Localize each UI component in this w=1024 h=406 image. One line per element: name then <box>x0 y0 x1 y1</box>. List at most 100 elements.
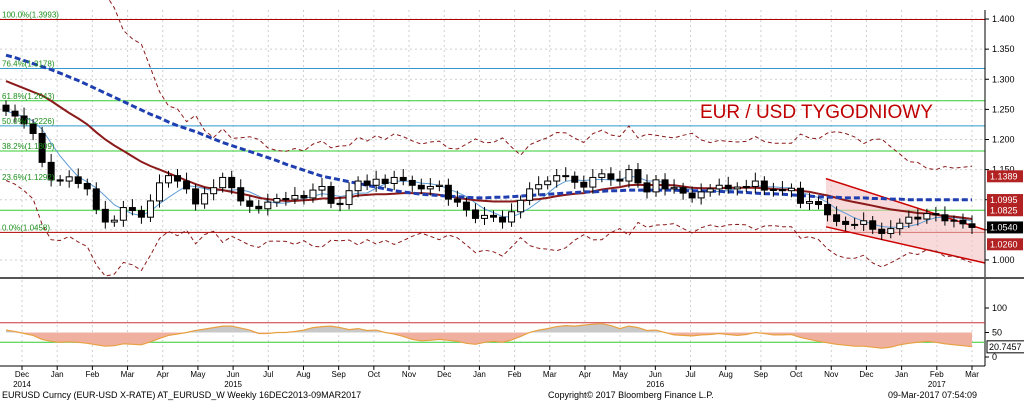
candle-body <box>300 195 308 199</box>
rsi-last-tag <box>986 340 1024 354</box>
candle-body <box>363 180 371 186</box>
candle-body <box>444 184 452 200</box>
candle-body <box>706 188 714 193</box>
y-tick-label: 1.300 <box>992 74 1015 84</box>
price-tag <box>987 194 1023 207</box>
candle-body <box>291 195 299 200</box>
chart-title: EUR / USD TYGODNIOWY <box>700 102 933 123</box>
rsi-tick-label: 100 <box>992 303 1007 313</box>
price-tag-label: 1.0260 <box>990 239 1018 249</box>
candle-body <box>941 214 949 222</box>
candle-body <box>499 216 507 223</box>
candle-body <box>155 182 163 202</box>
x-tick-label: May <box>613 370 628 379</box>
candle-body <box>255 205 263 210</box>
candle-body <box>74 176 82 184</box>
candle-body <box>354 180 362 192</box>
candle-body <box>210 187 218 195</box>
y-tick-label: 1.400 <box>992 14 1015 24</box>
x-tick-label: Nov <box>402 370 416 379</box>
candle-body <box>237 187 245 202</box>
candle-body <box>887 228 895 234</box>
candle-body <box>959 219 967 225</box>
x-tick-label: Mar <box>121 370 135 379</box>
candle-body <box>742 185 750 188</box>
candle-body <box>327 185 335 204</box>
candle-body <box>787 187 795 192</box>
candle-body <box>453 198 461 203</box>
x-tick-label: Mar <box>543 370 557 379</box>
candle-body <box>56 179 64 182</box>
candle-body <box>345 190 353 206</box>
candle-body <box>92 188 100 210</box>
candle-body <box>643 182 651 193</box>
candle-body <box>860 220 868 225</box>
x-tick-label: May <box>190 370 205 379</box>
candle-body <box>869 220 877 230</box>
price-tag <box>987 204 1023 217</box>
candle-body <box>805 201 813 204</box>
candle-body <box>508 211 516 223</box>
ma-slow-line <box>5 53 972 202</box>
price-tag <box>987 221 1023 234</box>
candle-body <box>607 173 615 180</box>
candle-body <box>480 214 488 219</box>
price-tag-label: 1.1389 <box>990 171 1018 181</box>
x-tick-label: Dec <box>437 370 451 379</box>
candle-body <box>435 184 443 187</box>
candle-body <box>165 175 173 184</box>
x-tick-label: Aug <box>719 370 733 379</box>
candle-body <box>101 208 109 223</box>
candle-body <box>462 201 470 211</box>
y-tick-label: 1.350 <box>992 44 1015 54</box>
candle-body <box>128 207 136 212</box>
rsi-line <box>5 323 973 349</box>
candle-body <box>264 201 272 210</box>
candle-body <box>905 216 913 224</box>
x-tick-label: Feb <box>85 370 99 379</box>
x-tick-label: Jul <box>685 370 695 379</box>
candle-body <box>318 185 326 191</box>
candle-body <box>824 204 832 216</box>
candle-body <box>471 209 479 219</box>
candle-body <box>697 191 705 199</box>
fib-level-label: 38.2%(1.1809) <box>2 142 55 151</box>
trend-channel-upper <box>825 177 986 231</box>
candle-body <box>932 213 940 216</box>
x-tick-label: Sep <box>754 370 769 379</box>
candle-body <box>851 223 859 226</box>
candle-body <box>652 179 660 193</box>
rsi-last-label: 20.7457 <box>989 342 1022 352</box>
candle-body <box>544 180 552 186</box>
candle-body <box>174 175 182 182</box>
candle-body <box>553 175 561 182</box>
y-tick-label: 1.000 <box>992 255 1015 265</box>
candle-body <box>670 187 678 190</box>
y-tick-label: 1.150 <box>992 165 1015 175</box>
price-tag-label: 1.0540 <box>990 222 1018 232</box>
x-tick-label: Aug <box>296 370 310 379</box>
x-tick-label: Mar <box>965 370 979 379</box>
rsi-area-upper <box>6 323 972 333</box>
candle-body <box>724 184 732 190</box>
price-tag <box>987 170 1023 183</box>
price-tag <box>987 238 1023 251</box>
x-tick-year-label: 2014 <box>13 380 31 389</box>
x-tick-label: Jan <box>895 370 908 379</box>
x-tick-label: Dec <box>859 370 873 379</box>
rsi-area-lower <box>6 332 972 349</box>
candle-body <box>201 193 209 205</box>
y-tick-label: 1.200 <box>992 134 1015 144</box>
candle-body <box>228 176 236 189</box>
candle-body <box>760 180 768 191</box>
candle-body <box>399 176 407 181</box>
footer-center: Copyright© 2017 Bloomberg Finance L.P. <box>548 390 714 400</box>
candle-body <box>688 192 696 199</box>
x-tick-label: Jan <box>473 370 486 379</box>
candle-body <box>769 188 777 191</box>
candle-body <box>336 202 344 206</box>
candle-body <box>20 115 28 125</box>
candle-body <box>923 213 931 220</box>
candle-body <box>273 198 281 203</box>
